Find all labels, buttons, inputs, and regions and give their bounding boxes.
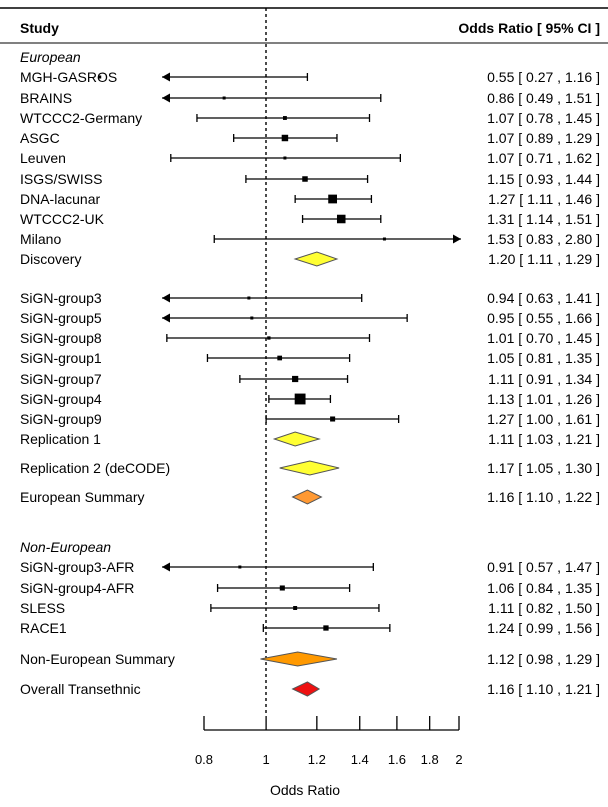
ci-text: 1.53 [ 0.83 , 2.80 ] — [487, 231, 600, 247]
study-label: SiGN-group3-AFR — [20, 559, 134, 575]
ci-text: 1.11 [ 1.03 , 1.21 ] — [488, 431, 600, 447]
point-estimate — [247, 296, 251, 300]
point-estimate — [323, 625, 329, 631]
x-tick-label: 2 — [455, 752, 462, 767]
x-axis: 0.8 1 1.2 1.4 1.6 1.8 2 — [195, 716, 463, 767]
ci-text: 1.16 [ 1.10 , 1.21 ] — [487, 681, 600, 697]
point-estimate — [222, 96, 226, 100]
summary-diamond — [260, 651, 338, 667]
study-label: SiGN-group4-AFR — [20, 580, 134, 596]
point-estimate — [279, 585, 285, 591]
point-estimate — [294, 393, 306, 405]
study-label: ASGC — [20, 130, 60, 146]
ci-text: 1.11 [ 0.82 , 1.50 ] — [488, 600, 600, 616]
x-tick-label: 1.6 — [388, 752, 406, 767]
ci-text: 1.15 [ 0.93 , 1.44 ] — [487, 171, 600, 187]
summary-label: Replication 1 — [20, 431, 101, 447]
summary-diamond — [272, 431, 321, 447]
summary-diamond — [291, 681, 321, 697]
point-estimate — [282, 116, 287, 120]
point-estimate — [98, 75, 102, 79]
study-label: BRAINS — [20, 90, 72, 106]
ci-text: 1.01 [ 0.70 , 1.45 ] — [487, 330, 600, 346]
study-label: SiGN-group5 — [20, 310, 102, 326]
summary-diamond — [291, 489, 323, 505]
summary-label: Non-European Summary — [20, 651, 175, 667]
ci-text: 1.05 [ 0.81 , 1.35 ] — [487, 350, 600, 366]
study-label: ISGS/SWISS — [20, 171, 102, 187]
x-tick-label: 0.8 — [195, 752, 213, 767]
study-label: SLESS — [20, 600, 65, 616]
ci-text: 1.27 [ 1.11 , 1.46 ] — [488, 191, 600, 207]
study-label: SiGN-group8 — [20, 330, 102, 346]
point-estimate — [328, 194, 337, 204]
study-label: SiGN-group1 — [20, 350, 102, 366]
ci-text: 1.06 [ 0.84 , 1.35 ] — [487, 580, 600, 596]
ci-text: 1.16 [ 1.10 , 1.22 ] — [487, 489, 600, 505]
ci-text: 0.94 [ 0.63 , 1.41 ] — [487, 290, 600, 306]
study-label: SiGN-group7 — [20, 371, 102, 387]
summary-diamond — [293, 251, 339, 267]
ci-arrow-left — [162, 562, 170, 572]
point-estimate — [336, 214, 346, 224]
study-label: RACE1 — [20, 620, 67, 636]
point-estimate — [238, 565, 242, 569]
x-tick-label: 1.8 — [421, 752, 439, 767]
point-estimate — [267, 336, 271, 340]
ci-arrow-left — [162, 93, 170, 103]
x-axis-label: Odds Ratio — [270, 782, 340, 798]
ci-text: 1.07 [ 0.71 , 1.62 ] — [487, 150, 600, 166]
summary-label: Overall Transethnic — [20, 681, 141, 697]
point-estimate — [302, 176, 308, 182]
ci-arrow-right — [453, 234, 461, 244]
study-label: Leuven — [20, 150, 66, 166]
header-study: Study — [20, 20, 59, 36]
summary-diamond — [279, 460, 340, 476]
study-label: Milano — [20, 231, 61, 247]
ci-text: 1.07 [ 0.78 , 1.45 ] — [487, 110, 600, 126]
point-estimate — [277, 355, 283, 361]
x-tick-label: 1 — [262, 752, 269, 767]
ci-text: 0.55 [ 0.27 , 1.16 ] — [487, 69, 600, 85]
point-estimate — [283, 156, 287, 160]
ci-arrow-left — [162, 313, 170, 323]
x-tick-label: 1.4 — [351, 752, 369, 767]
point-estimate — [292, 375, 299, 383]
ci-arrow-left — [162, 293, 170, 303]
group-label: European — [20, 49, 81, 65]
header-odds-ratio: Odds Ratio [ 95% CI ] — [458, 20, 600, 36]
ci-text: 1.24 [ 0.99 , 1.56 ] — [487, 620, 600, 636]
ci-text: 1.11 [ 0.91 , 1.34 ] — [488, 371, 600, 387]
ci-arrow-left — [162, 72, 170, 82]
group-label: Non-European — [20, 539, 111, 555]
ci-text: 1.12 [ 0.98 , 1.29 ] — [487, 651, 600, 667]
study-label: WTCCC2-UK — [20, 211, 105, 227]
ci-text: 0.95 [ 0.55 , 1.66 ] — [487, 310, 600, 326]
ci-text: 1.31 [ 1.14 , 1.51 ] — [487, 211, 600, 227]
ci-text: 1.17 [ 1.05 , 1.30 ] — [487, 460, 600, 476]
point-estimate — [281, 134, 289, 142]
study-label: WTCCC2-Germany — [20, 110, 142, 126]
point-estimate — [382, 237, 386, 241]
summary-label: European Summary — [20, 489, 145, 505]
ci-text: 1.13 [ 1.01 , 1.26 ] — [487, 391, 600, 407]
ci-text: 0.86 [ 0.49 , 1.51 ] — [487, 90, 600, 106]
summary-label: Replication 2 (deCODE) — [20, 460, 170, 476]
study-label: MGH-GASROS — [20, 69, 117, 85]
point-estimate — [330, 416, 336, 422]
study-label: SiGN-group3 — [20, 290, 102, 306]
forest-rows: European MGH-GASROS 0.55 [ 0.27 , 1.16 ] BR… — [20, 49, 600, 697]
x-tick-label: 1.2 — [308, 752, 326, 767]
point-estimate — [250, 316, 254, 320]
ci-text: 1.27 [ 1.00 , 1.61 ] — [487, 411, 600, 427]
ci-text: 0.91 [ 0.57 , 1.47 ] — [487, 559, 600, 575]
study-label: SiGN-group4 — [20, 391, 102, 407]
study-label: DNA-lacunar — [20, 191, 100, 207]
summary-label: Discovery — [20, 251, 81, 267]
ci-text: 1.20 [ 1.11 , 1.29 ] — [488, 251, 600, 267]
ci-text: 1.07 [ 0.89 , 1.29 ] — [487, 130, 600, 146]
study-label: SiGN-group9 — [20, 411, 102, 427]
point-estimate — [293, 606, 298, 610]
